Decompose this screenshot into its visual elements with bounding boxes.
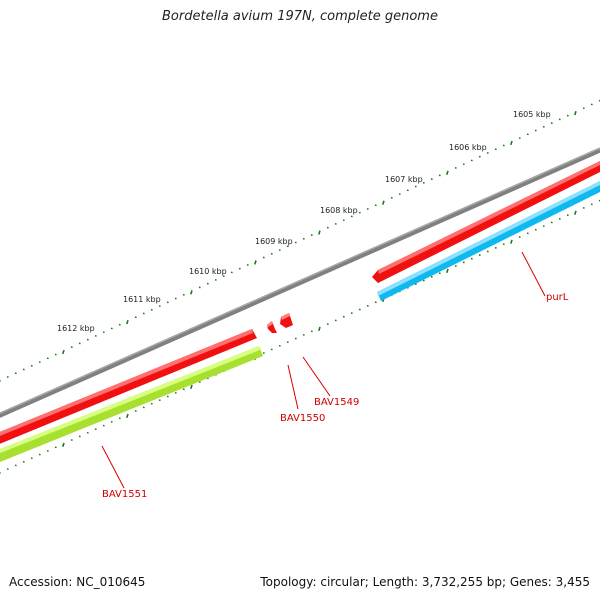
major-tick bbox=[510, 239, 513, 244]
major-tick bbox=[382, 200, 385, 205]
gene-purL-blue[interactable] bbox=[377, 181, 600, 301]
scale-label-1607: 1607 kbp bbox=[385, 175, 423, 184]
major-tick bbox=[446, 268, 449, 273]
gene-BAV1549[interactable] bbox=[280, 313, 293, 328]
gene-label-BAV1551[interactable]: BAV1551 bbox=[102, 489, 147, 500]
major-tick bbox=[446, 170, 449, 175]
leader-BAV1551 bbox=[101, 445, 125, 489]
scale-label-1605: 1605 kbp bbox=[513, 110, 551, 119]
scale-label-1612: 1612 kbp bbox=[57, 324, 95, 333]
major-tick bbox=[318, 230, 321, 235]
accession-text: Accession: NC_010645 bbox=[9, 575, 146, 589]
outer-scale-ticks bbox=[0, 99, 600, 383]
map-title: Bordetella avium 197N, complete genome bbox=[162, 9, 438, 24]
gene-BAV1551-green[interactable] bbox=[0, 346, 263, 470]
major-tick bbox=[126, 320, 129, 325]
major-tick bbox=[126, 413, 129, 419]
gene-label-BAV1550[interactable]: BAV1550 bbox=[280, 413, 325, 424]
major-tick bbox=[574, 210, 577, 215]
gene-label-BAV1549[interactable]: BAV1549 bbox=[314, 397, 359, 408]
major-tick bbox=[62, 349, 65, 355]
scale-label-1609: 1609 kbp bbox=[255, 237, 293, 246]
genome-stats-text: Topology: circular; Length: 3,732,255 bp… bbox=[260, 575, 590, 589]
major-tick bbox=[574, 110, 577, 116]
major-tick bbox=[190, 384, 193, 390]
leader-BAV1550 bbox=[287, 364, 299, 410]
genome-backbone bbox=[0, 147, 600, 418]
major-tick bbox=[254, 260, 257, 265]
gene-label-purL[interactable]: purL bbox=[546, 292, 569, 303]
leader-BAV1549 bbox=[302, 356, 331, 397]
scale-label-1608: 1608 kbp bbox=[320, 206, 358, 215]
major-tick bbox=[190, 290, 193, 295]
major-tick bbox=[318, 326, 321, 331]
leader-purL bbox=[521, 251, 546, 297]
major-tick bbox=[510, 140, 513, 146]
scale-label-1606: 1606 kbp bbox=[449, 143, 487, 152]
major-tick bbox=[62, 442, 65, 448]
scale-label-1610: 1610 kbp bbox=[189, 267, 227, 276]
scale-label-1611: 1611 kbp bbox=[123, 295, 161, 304]
gene-BAV1551-red[interactable] bbox=[0, 329, 257, 452]
gene-purL-red[interactable] bbox=[372, 161, 600, 283]
inner-scale-ticks bbox=[0, 199, 600, 475]
gene-BAV1550[interactable] bbox=[267, 321, 277, 333]
